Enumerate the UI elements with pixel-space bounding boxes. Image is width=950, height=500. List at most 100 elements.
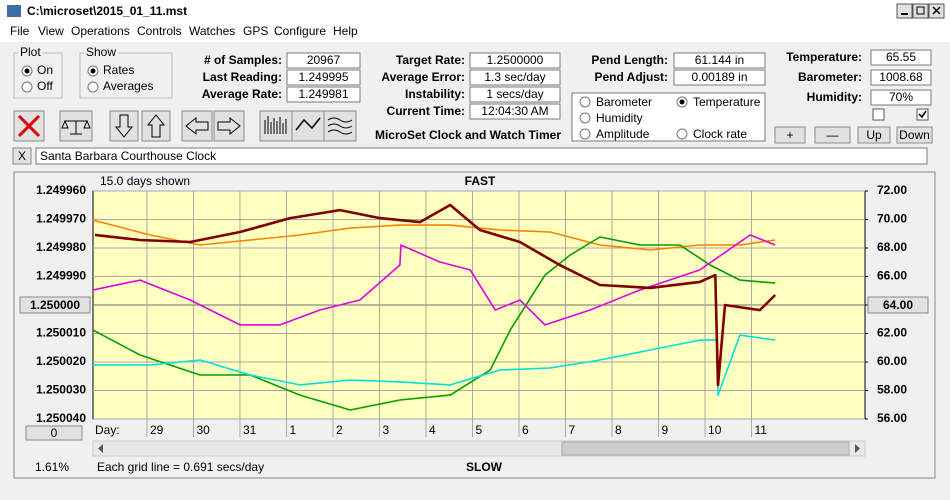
plot-option: Off	[37, 79, 53, 93]
y-tick-label: 1.249960	[36, 183, 86, 197]
legend-box	[571, 92, 766, 142]
field-box	[870, 89, 932, 106]
checkbox[interactable]	[872, 108, 885, 121]
plot-option: On	[37, 63, 53, 77]
y-tick-label: 1.249990	[36, 269, 86, 283]
field-label: Barometer:	[798, 70, 862, 84]
plot-radio-dot	[24, 68, 30, 74]
footer: Each grid line = 0.691 secs/day	[97, 460, 264, 474]
legend-label: Barometer	[596, 95, 652, 109]
field-value: 1 secs/day	[486, 87, 543, 101]
app-icon	[7, 5, 21, 17]
scroll-arrow[interactable]	[98, 444, 103, 453]
x-tick-label: 2	[336, 423, 343, 437]
menu-item[interactable]: Operations	[71, 24, 130, 38]
x-tick-label: 4	[429, 423, 436, 437]
control-button-label: Up	[866, 128, 882, 142]
left-button[interactable]	[25, 425, 83, 441]
field-value: 0.00189 in	[691, 70, 747, 84]
menu-item[interactable]: Watches	[189, 24, 235, 38]
field-value: 12:04:30 AM	[481, 104, 548, 118]
close-watch[interactable]	[12, 147, 32, 165]
field-value: 61.144 in	[695, 53, 744, 67]
y2-tick-button[interactable]	[867, 296, 929, 314]
field-value: 65.55	[886, 50, 916, 64]
y2-tick-label: 72.00	[877, 183, 907, 197]
menu-item[interactable]: File	[10, 24, 30, 38]
field-value: 1.249995	[298, 70, 348, 84]
field-label: Humidity:	[807, 90, 862, 104]
x-label: Day:	[95, 423, 120, 437]
series-line	[92, 236, 776, 411]
field-box	[469, 103, 561, 120]
glyph	[114, 114, 134, 138]
show-option: Rates	[103, 63, 134, 77]
y-tick-button-label: 1.250000	[30, 298, 80, 312]
glyph	[327, 117, 353, 135]
x-tick-label: 8	[615, 423, 622, 437]
x-tick-label: 6	[522, 423, 529, 437]
y2-tick-label: 62.00	[877, 326, 907, 340]
x-tick-label: 1	[289, 423, 296, 437]
field-label: Average Error:	[381, 70, 465, 84]
tool-down[interactable]	[109, 110, 139, 142]
tool-multi[interactable]	[323, 110, 357, 142]
menu-item[interactable]: GPS	[243, 24, 268, 38]
y2-tick-label: 58.00	[877, 383, 907, 397]
glyph	[264, 116, 287, 134]
scroll-thumb[interactable]	[561, 441, 850, 456]
legend-label: Amplitude	[596, 127, 650, 141]
y2-tick-label: 68.00	[877, 240, 907, 254]
y-tick-label: 1.249980	[36, 240, 86, 254]
y-tick-button[interactable]	[19, 296, 91, 314]
field-label: Current Time:	[387, 104, 465, 118]
field-box	[673, 69, 766, 86]
menu-item[interactable]: Configure	[274, 24, 326, 38]
bottom-label: SLOW	[466, 460, 503, 474]
group-label-bg	[84, 45, 119, 60]
legend-radio[interactable]	[579, 128, 591, 140]
tool-left[interactable]	[181, 110, 213, 142]
plot-radio[interactable]	[21, 81, 33, 93]
control-button[interactable]	[774, 126, 806, 144]
tool-right[interactable]	[213, 110, 245, 142]
legend-radio[interactable]	[579, 112, 591, 124]
glyph	[932, 6, 941, 15]
group-label-bg	[18, 45, 44, 60]
legend-label: Clock rate	[693, 127, 747, 141]
window-control[interactable]	[912, 3, 929, 19]
field-label: Temperature:	[786, 50, 862, 64]
close-watch-label: X	[18, 149, 26, 163]
show-option: Averages	[103, 79, 153, 93]
field-box	[673, 52, 766, 69]
control-button[interactable]	[857, 126, 891, 144]
tool-up[interactable]	[141, 110, 171, 142]
show-radio-dot	[90, 68, 96, 74]
legend-label: Humidity	[596, 111, 643, 125]
menu-item[interactable]: Controls	[137, 24, 182, 38]
glyph	[916, 6, 925, 15]
window-control[interactable]	[896, 3, 913, 19]
control-button[interactable]	[896, 126, 933, 144]
field-box	[870, 69, 932, 86]
menu-item[interactable]: View	[38, 24, 64, 38]
control-button-label: —	[827, 128, 839, 142]
watch-name-box	[35, 147, 928, 165]
legend-radio[interactable]	[579, 96, 591, 108]
app-title: MicroSet Clock and Watch Timer	[375, 128, 561, 142]
scroll-arrow[interactable]	[855, 444, 860, 453]
field-label: Last Reading:	[203, 70, 282, 84]
show-group	[79, 52, 173, 99]
legend-radio[interactable]	[676, 128, 688, 140]
x-tick-label: 5	[475, 423, 482, 437]
field-label: Instability:	[405, 87, 465, 101]
field-box	[286, 86, 361, 103]
menu-item[interactable]: Help	[333, 24, 358, 38]
checkbox[interactable]	[916, 108, 929, 121]
watch-name: Santa Barbara Courthouse Clock	[40, 149, 217, 163]
show-radio[interactable]	[87, 81, 99, 93]
x-tick-label: 9	[662, 423, 669, 437]
tool-line[interactable]	[291, 110, 325, 142]
control-button[interactable]	[814, 126, 851, 144]
